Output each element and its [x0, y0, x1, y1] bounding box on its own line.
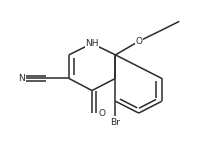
- Text: NH: NH: [85, 39, 99, 48]
- Text: O: O: [135, 37, 142, 46]
- Text: N: N: [18, 74, 25, 83]
- Text: Br: Br: [110, 118, 120, 127]
- Text: O: O: [98, 109, 105, 118]
